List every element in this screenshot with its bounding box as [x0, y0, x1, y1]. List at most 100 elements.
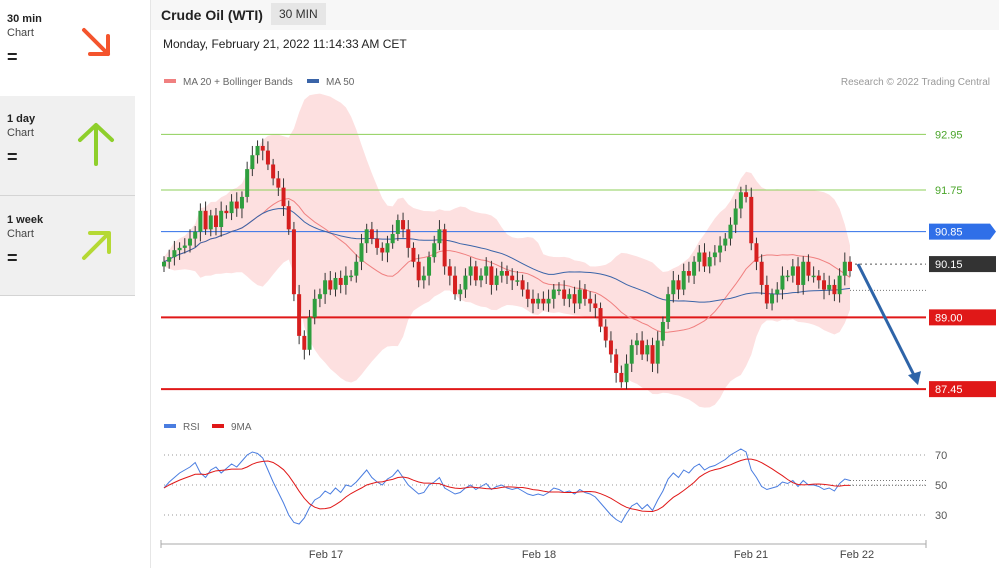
timeframe-period: 1 week [7, 214, 44, 226]
candle-body [182, 245, 187, 248]
candle-body [505, 271, 509, 276]
candle-body [822, 280, 827, 290]
candle-body [260, 145, 265, 151]
candle-body [255, 145, 260, 156]
timeframe-period: 1 day [7, 113, 36, 125]
candle-body [572, 294, 577, 304]
legend-swatch [307, 79, 319, 83]
level-badge [929, 223, 996, 240]
candle-body [614, 354, 619, 373]
candle-body [239, 196, 244, 209]
candle-body [577, 289, 582, 304]
candle-body [343, 275, 348, 285]
candle-body [510, 275, 515, 281]
candle-body [302, 335, 307, 350]
candle-body [697, 252, 702, 262]
timeframe-card-1day[interactable]: 1 day Chart = [0, 96, 135, 196]
candle-body [193, 231, 198, 239]
chart-timestamp: Monday, February 21, 2022 11:14:33 AM CE… [163, 37, 407, 51]
candle-body [421, 275, 426, 281]
candle-body [416, 261, 421, 281]
candle-body [530, 298, 535, 304]
candle-body [406, 229, 411, 248]
candle-body [276, 178, 281, 188]
level-label: 89.00 [935, 312, 963, 324]
candle-body [177, 247, 182, 251]
candle-body [551, 289, 556, 299]
timeframe-card-1week[interactable]: 1 week Chart = [0, 196, 135, 296]
rsi-tick-label: 30 [935, 510, 947, 522]
candle-body [608, 340, 613, 355]
candle-body [468, 266, 473, 276]
timeframe-sub: Chart [7, 228, 34, 240]
candle-body [494, 275, 499, 285]
candle-body [291, 229, 296, 295]
candle-body [437, 229, 442, 244]
candle-body [593, 303, 598, 309]
candle-body [692, 261, 697, 276]
candle-body [624, 363, 629, 383]
candle-body [707, 257, 712, 267]
candle-body [208, 215, 213, 230]
legend-swatch [164, 424, 176, 428]
candle-body [790, 266, 795, 276]
level-badge [929, 381, 996, 398]
candle-body [780, 275, 785, 290]
arrow-up-right-icon [82, 231, 111, 260]
candle-body [395, 220, 400, 234]
candle-body [473, 266, 478, 281]
timeframe-sidebar: 30 min Chart = 1 day Chart = 1 week Char… [0, 0, 135, 568]
candle-body [427, 257, 432, 276]
candle-body [827, 284, 832, 290]
candle-body [718, 245, 723, 253]
candle-body [385, 243, 390, 253]
panel-divider [150, 0, 151, 568]
candle-body [567, 294, 572, 299]
candle-body [286, 206, 291, 230]
candle-body [645, 345, 650, 355]
level-label: 90.15 [935, 259, 963, 271]
candle-body [442, 229, 447, 267]
candle-body [816, 275, 821, 281]
candle-body [323, 280, 328, 295]
candle-body [832, 284, 837, 295]
x-tick-label: Feb 21 [734, 549, 768, 561]
candle-body [375, 238, 380, 248]
candle-body [842, 261, 847, 276]
candle-body [671, 280, 676, 295]
candle-body [463, 275, 468, 290]
candle-body [629, 345, 634, 364]
legend-swatch [164, 79, 176, 83]
candle-body [702, 252, 707, 267]
legend-swatch [212, 424, 224, 428]
candle-body [541, 298, 546, 304]
candle-body [167, 257, 172, 262]
candle-body [250, 155, 255, 170]
instrument-title: Crude Oil (WTI) [161, 7, 263, 23]
interval-badge[interactable]: 30 MIN [271, 3, 326, 25]
candle-body [806, 261, 811, 276]
rsi-tick-label: 50 [935, 480, 947, 492]
candle-body [198, 210, 203, 232]
bollinger-band [164, 93, 850, 408]
timeframe-signal: = [7, 47, 18, 67]
candle-body [479, 275, 484, 281]
candle-body [749, 196, 754, 244]
candle-body [380, 247, 385, 253]
rsi-9ma-line [163, 458, 850, 513]
candle-body [785, 275, 790, 278]
x-tick-label: Feb 22 [840, 549, 874, 561]
legend-label: MA 50 [326, 77, 355, 88]
candle-body [229, 201, 234, 214]
level-label: 91.75 [935, 185, 963, 197]
arrow-down-right-icon [82, 28, 110, 56]
candle-body [219, 210, 224, 228]
candle-body [328, 280, 333, 290]
candle-body [738, 192, 743, 209]
candle-body [759, 261, 764, 285]
candle-body [712, 252, 717, 258]
timeframe-signal: = [7, 248, 18, 268]
candle-body [728, 224, 733, 239]
candle-body [458, 289, 463, 295]
